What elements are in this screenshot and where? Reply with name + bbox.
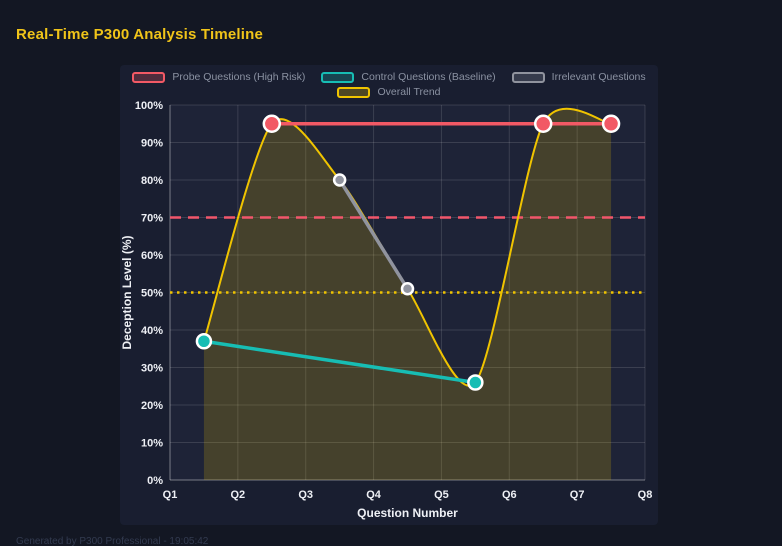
data-point[interactable] — [467, 374, 484, 391]
legend-row: Overall Trend — [337, 86, 441, 98]
y-tick-label: 90% — [141, 138, 163, 150]
legend-swatch-icon — [511, 71, 545, 83]
legend-label: Overall Trend — [377, 86, 441, 98]
data-point[interactable] — [601, 114, 621, 133]
legend-item[interactable]: Irrelevant Questions — [511, 71, 646, 83]
legend-swatch-icon — [132, 71, 166, 83]
legend-item[interactable]: Overall Trend — [337, 86, 441, 98]
y-tick-label: 70% — [141, 213, 163, 225]
x-tick-label: Q2 — [231, 489, 246, 501]
y-axis-title: Deception Level (%) — [120, 235, 134, 349]
data-point[interactable] — [262, 114, 282, 133]
data-point[interactable] — [195, 333, 213, 350]
x-tick-label: Q5 — [434, 489, 449, 501]
y-tick-label: 0% — [147, 475, 163, 487]
x-tick-label: Q8 — [638, 489, 653, 501]
legend-row: Probe Questions (High Risk) Control Quest… — [132, 71, 646, 83]
data-point[interactable] — [533, 114, 553, 133]
legend-swatch-icon — [321, 71, 355, 83]
x-tick-label: Q1 — [163, 489, 178, 501]
page-title: Real-Time P300 Analysis Timeline — [16, 26, 264, 43]
x-tick-label: Q4 — [366, 489, 382, 501]
footer-text: Generated by P300 Professional - 19:05:4… — [16, 536, 209, 546]
chart-panel: Probe Questions (High Risk) Control Quest… — [120, 65, 658, 525]
y-tick-label: 10% — [141, 438, 163, 450]
y-tick-label: 100% — [135, 100, 163, 112]
series-line — [202, 339, 478, 385]
chart-canvas[interactable]: Q1 Q2 Q3 Q4 Q5 Q6 Q7 Q8 0% 10% 20% 30% 40% 50% 60% 70% 8… — [120, 65, 658, 525]
legend-label: Control Questions (Baseline) — [361, 71, 496, 83]
y-tick-label: 20% — [141, 400, 163, 412]
y-tick-label: 80% — [141, 175, 163, 187]
y-tick-label: 50% — [141, 288, 163, 300]
chart-legend: Probe Questions (High Risk) Control Quest… — [120, 71, 658, 98]
legend-label: Probe Questions (High Risk) — [172, 71, 306, 83]
series-line — [337, 178, 410, 291]
y-tick-label: 30% — [141, 363, 163, 375]
y-tick-label: 40% — [141, 325, 163, 337]
legend-label: Irrelevant Questions — [551, 71, 646, 83]
y-tick-label: 60% — [141, 250, 163, 262]
x-tick-label: Q7 — [570, 489, 585, 501]
legend-item[interactable]: Probe Questions (High Risk) — [132, 71, 305, 83]
data-point[interactable] — [400, 282, 415, 296]
x-tick-label: Q6 — [502, 489, 517, 501]
x-axis-title: Question Number — [357, 506, 458, 520]
x-tick-label: Q3 — [298, 489, 313, 501]
legend-item[interactable]: Control Questions (Baseline) — [321, 71, 496, 83]
legend-swatch-icon — [337, 86, 371, 98]
data-point[interactable] — [332, 173, 347, 187]
